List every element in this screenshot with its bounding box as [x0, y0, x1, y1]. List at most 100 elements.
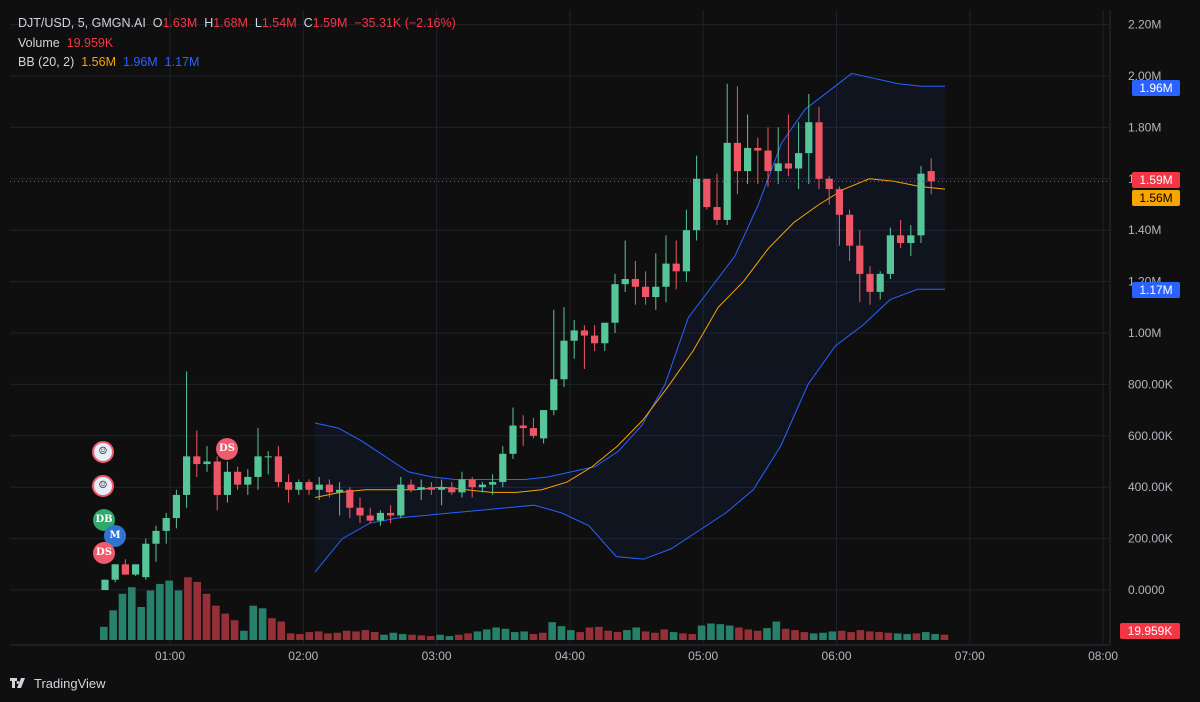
candle-body	[570, 330, 578, 341]
candle-body	[631, 279, 639, 287]
candle-body	[315, 484, 323, 490]
volume-bar	[230, 620, 239, 640]
volume-bar	[174, 590, 183, 640]
volume-bar	[352, 631, 360, 640]
bb-upper-value: 1.96M	[122, 55, 158, 69]
volume-bar	[361, 630, 370, 640]
volume-bar	[753, 630, 762, 640]
volume-bar	[146, 590, 155, 640]
candle-body	[478, 484, 486, 488]
candle-body	[713, 207, 721, 220]
x-tick-label: 07:00	[955, 649, 985, 663]
ds-marker-top[interactable]: DS	[216, 438, 238, 460]
volume-bar	[426, 636, 435, 640]
ohlc-row: DJT/USD, 5, GMGN.AI O1.63M H1.68M L1.54M…	[18, 14, 456, 34]
low-value: 1.54M	[261, 16, 297, 30]
volume-bar	[809, 633, 818, 640]
y-tick-label: 1.00M	[1128, 326, 1161, 340]
volume-bar	[613, 632, 622, 640]
avatar-marker-1[interactable]: ☺	[92, 441, 114, 463]
low-label: L	[254, 16, 262, 30]
volume-bar	[688, 634, 697, 640]
close-value: 1.59M	[312, 16, 348, 30]
volume-bar	[828, 631, 837, 640]
volume-bar	[193, 581, 202, 640]
volume-bar	[118, 593, 127, 640]
volume-bar	[221, 613, 230, 640]
volume-bar	[697, 625, 706, 640]
bb-label: BB (20, 2)	[18, 55, 75, 69]
m-marker[interactable]: M	[104, 525, 126, 547]
candle-body	[733, 142, 741, 172]
volume-bar	[100, 626, 108, 640]
candle-body	[846, 214, 854, 246]
candle-body	[642, 286, 650, 298]
symbol-label[interactable]: DJT/USD, 5, GMGN.AI	[18, 16, 146, 30]
candle-body	[203, 461, 211, 465]
volume-bar	[314, 631, 323, 640]
volume-bar	[595, 626, 603, 640]
candle-body	[152, 530, 160, 544]
avatar-marker-2[interactable]: ☺	[92, 475, 114, 497]
y-tick-label: 600.00K	[1128, 429, 1173, 443]
candle-body	[662, 263, 670, 287]
candle-body	[244, 476, 252, 485]
candle-body	[254, 456, 262, 477]
candle-body	[509, 425, 517, 454]
volume-bar	[464, 633, 472, 640]
volume-bar	[202, 593, 211, 640]
volume-bar	[510, 632, 519, 640]
volume-bar	[893, 633, 902, 640]
y-tick-label: 800.00K	[1128, 377, 1173, 391]
candle-body	[540, 410, 548, 439]
volume-bar	[305, 632, 314, 640]
candle-body	[397, 484, 405, 516]
volume-bar	[651, 632, 659, 640]
candle-body	[417, 487, 425, 490]
ds-marker-bottom[interactable]: DS	[93, 542, 115, 564]
open-value: 1.63M	[162, 16, 198, 30]
bb-row[interactable]: BB (20, 2) 1.56M 1.96M 1.17M	[18, 53, 456, 73]
volume-bar	[623, 630, 631, 640]
candle-body	[111, 564, 119, 580]
candle-body	[805, 122, 813, 154]
bb-lower-tag: 1.17M	[1132, 282, 1180, 298]
bb-lower-line	[314, 288, 945, 573]
tradingview-brand[interactable]: TradingView	[10, 676, 106, 691]
open-label: O	[152, 16, 163, 30]
candle-body	[825, 178, 833, 190]
high-label: H	[204, 16, 214, 30]
candle-body	[448, 487, 456, 493]
volume-bar	[903, 634, 911, 640]
volume-bar	[212, 605, 220, 640]
volume-bar	[342, 630, 351, 640]
volume-bar	[398, 634, 407, 640]
candle-body	[764, 150, 772, 172]
volume-row[interactable]: Volume 19.959K	[18, 34, 456, 54]
candle-body	[723, 142, 731, 220]
volume-bar	[735, 627, 743, 640]
y-tick-label: 200.00K	[1128, 532, 1173, 546]
candle-body	[142, 543, 150, 578]
volume-bar	[389, 632, 398, 640]
candle-body	[682, 230, 690, 272]
candle-body	[795, 153, 803, 169]
candle-body	[427, 487, 435, 490]
x-tick-label: 04:00	[555, 649, 585, 663]
volume-bar	[707, 623, 715, 640]
volume-bar	[324, 633, 332, 640]
volume-bar	[296, 634, 304, 640]
volume-bar	[940, 634, 949, 640]
y-tick-label: 0.0000	[1128, 583, 1165, 597]
volume-bar	[137, 607, 145, 640]
volume-bar	[258, 608, 267, 640]
candle-body	[223, 471, 231, 495]
candle-body	[519, 425, 527, 429]
volume-bar	[567, 630, 575, 640]
volume-bar	[156, 583, 164, 640]
volume-bar	[445, 636, 454, 640]
candle-body	[468, 479, 476, 488]
volume-bar	[632, 627, 641, 640]
candle-body	[693, 178, 701, 231]
